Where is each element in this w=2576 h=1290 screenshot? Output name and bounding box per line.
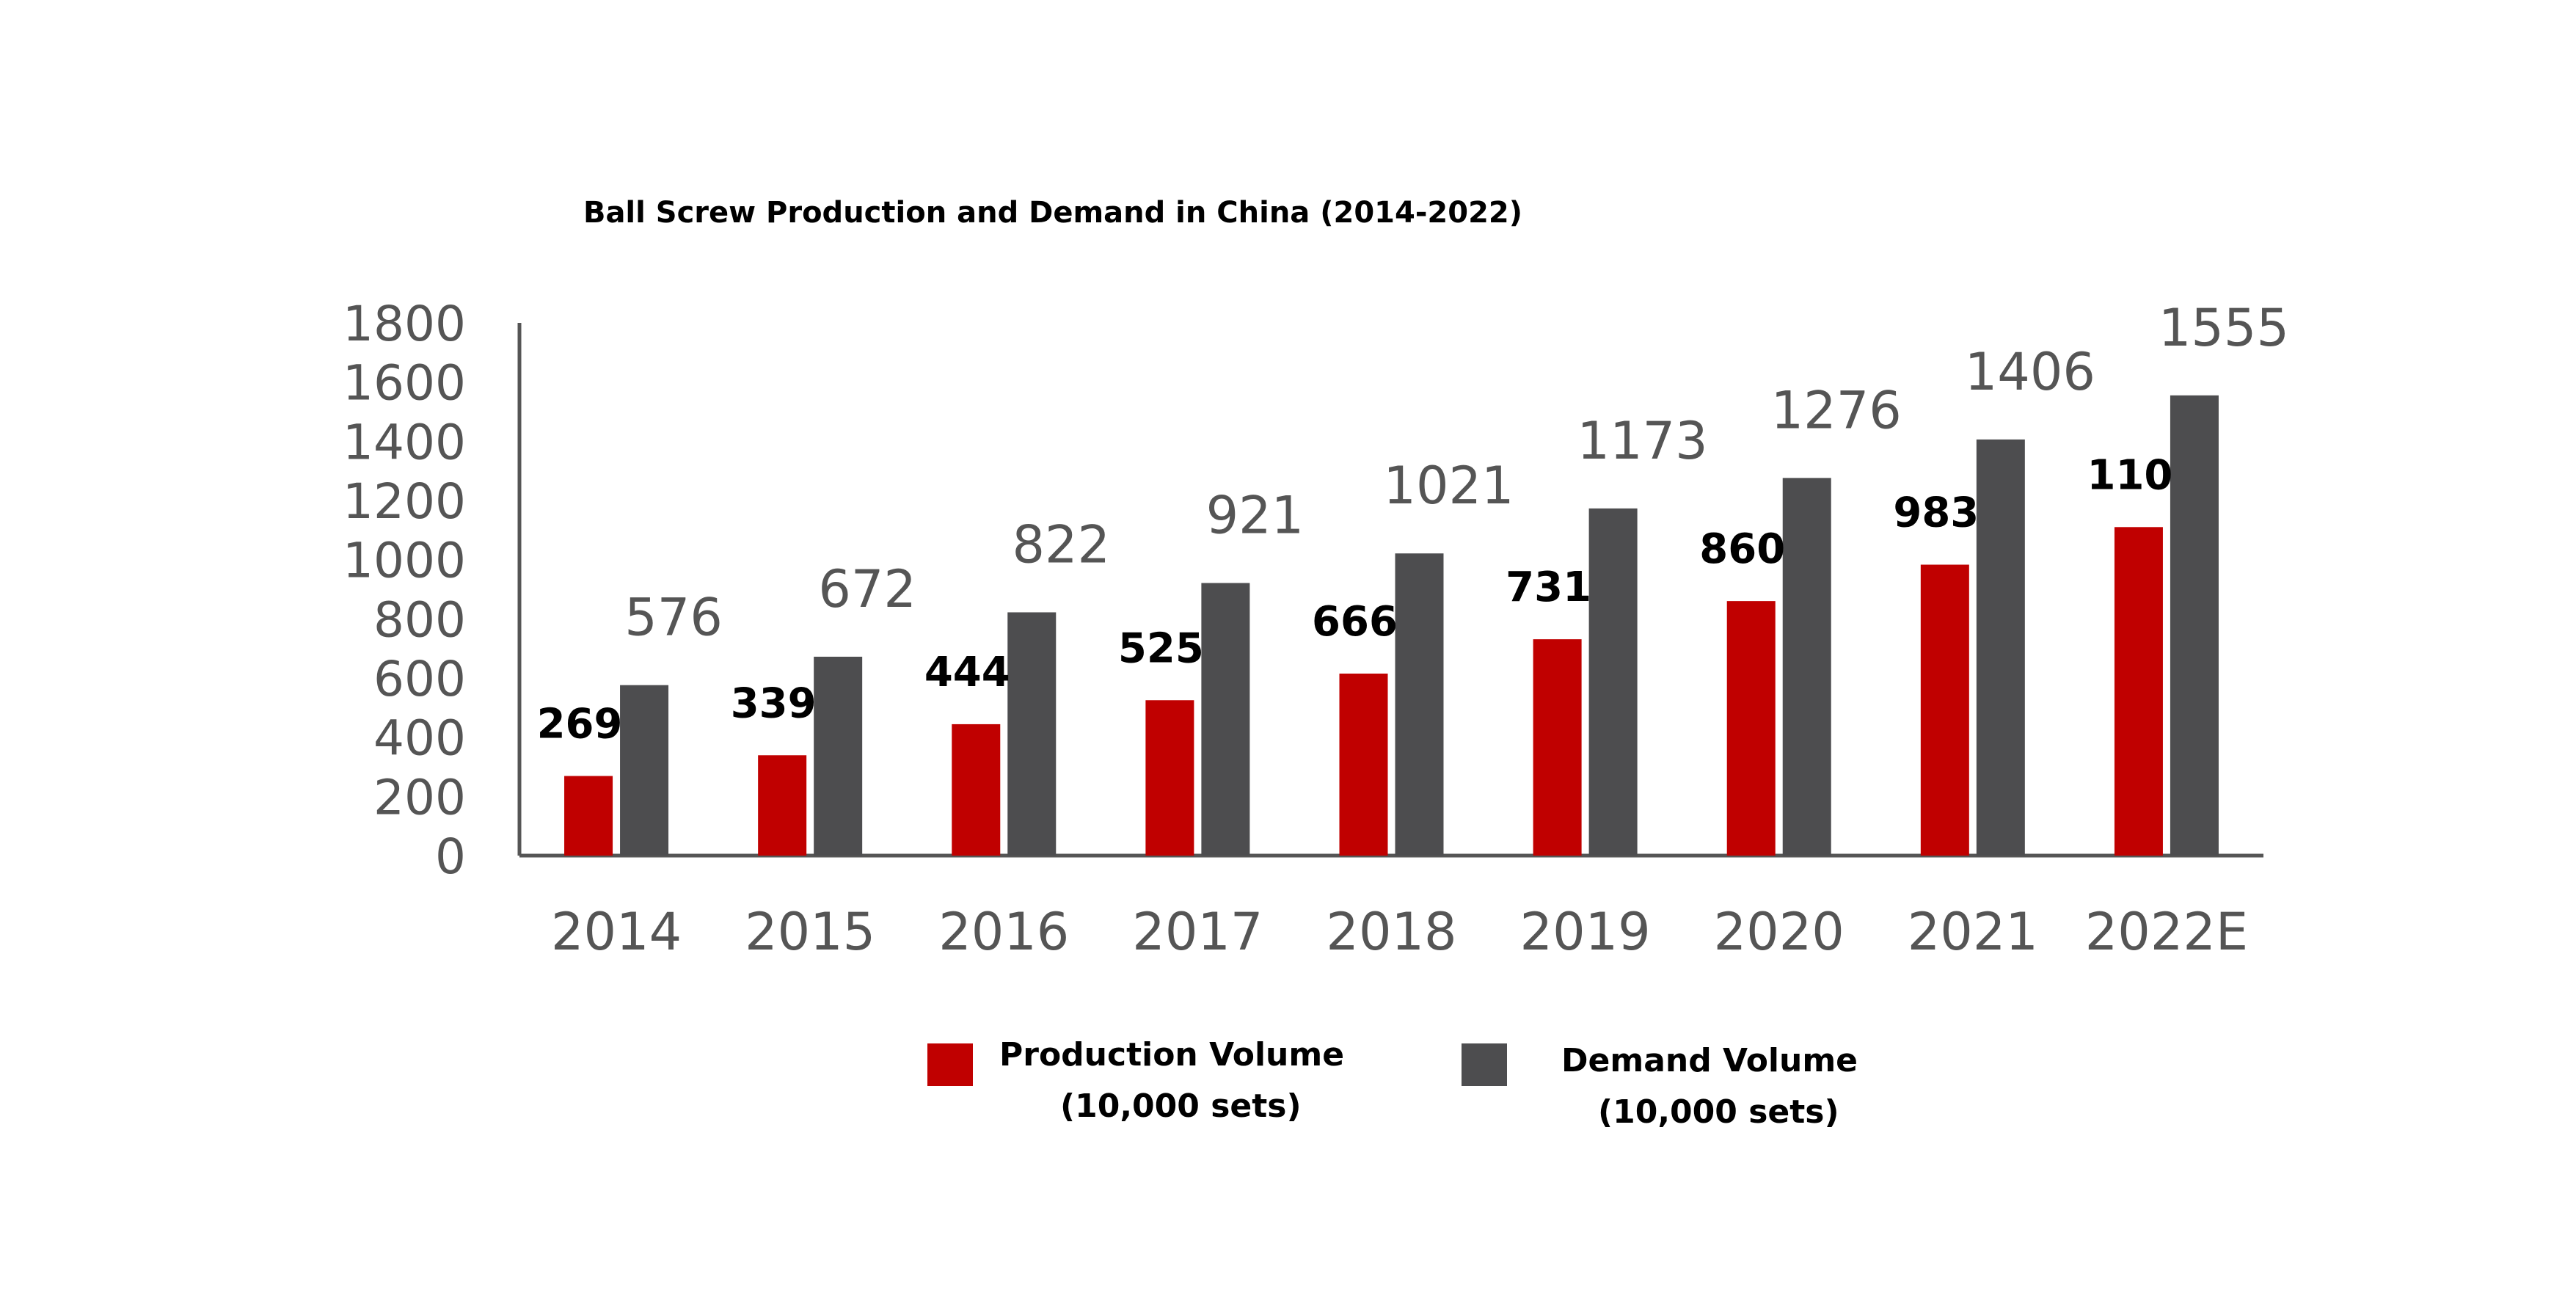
x-tick-label: 2015 [745,902,875,962]
x-tick-label: 2018 [1326,902,1456,962]
data-label-demand: 576 [624,588,723,648]
data-label-demand: 1021 [1383,456,1514,516]
bar-demand [1782,478,1831,856]
bar-production [2114,527,2163,856]
data-label-production: 983 [1893,489,1979,537]
data-label-production: 269 [537,701,623,748]
data-label-demand: 822 [1012,514,1110,575]
y-tick-label: 1400 [343,414,466,470]
bar-demand [2170,395,2219,856]
data-label-production: 731 [1506,564,1591,611]
legend: Production Volume (10,000 sets) Demand V… [927,1036,1858,1131]
bar-demand [1976,439,2025,856]
data-label-production: 110 [2087,451,2172,499]
y-tick-label: 1200 [343,473,466,530]
x-tick-label: 2020 [1714,902,1845,962]
legend-swatch-demand [1462,1043,1507,1086]
y-tick-label: 600 [373,651,466,707]
data-label-demand: 1555 [2159,298,2289,358]
x-tick-label: 2016 [938,902,1069,962]
legend-label-demand: Demand Volume [1561,1042,1858,1079]
bar-production [952,724,1001,856]
legend-unit-production: (10,000 sets) [1060,1087,1302,1125]
x-tick-label: 2022E [2085,902,2248,962]
x-tick-label: 2019 [1520,902,1651,962]
y-tick-label: 1600 [343,355,466,412]
y-tick-label: 1800 [343,296,466,352]
data-label-demand: 672 [818,559,916,619]
bar-demand [1395,553,1444,856]
bar-production [758,755,807,856]
legend-unit-demand: (10,000 sets) [1598,1093,1839,1131]
bar-production [1920,564,1969,856]
legend-swatch-production [927,1043,973,1086]
bar-demand [1201,583,1250,856]
y-tick-label: 0 [435,828,466,885]
bar-demand [814,656,863,856]
data-label-demand: 1173 [1577,411,1708,471]
y-tick-label: 1000 [343,533,466,589]
data-label-production: 339 [731,679,817,727]
data-label-demand: 921 [1206,486,1305,546]
bar-production [1145,700,1194,856]
bar-production [1533,639,1582,856]
x-tick-label: 2021 [1908,902,2038,962]
y-tick-label: 400 [373,710,466,767]
y-tick-label: 800 [373,591,466,648]
data-label-production: 666 [1312,598,1398,646]
x-tick-label: 2017 [1132,902,1263,962]
legend-label-production: Production Volume [999,1036,1344,1074]
bar-demand [1007,612,1057,856]
bar-demand [1588,508,1638,856]
data-label-production: 525 [1118,624,1204,672]
y-tick-label: 200 [373,769,466,826]
bars [564,395,2219,856]
bar-production [1339,673,1388,856]
data-label-production: 860 [1699,525,1785,573]
bar-demand [620,685,669,856]
data-label-production: 444 [924,649,1010,696]
bar-production [1726,601,1776,856]
bar-production [564,776,613,856]
data-label-demand: 1276 [1771,380,1902,440]
x-tick-label: 2014 [551,902,682,962]
data-label-demand: 1406 [1965,342,2095,402]
chart-title: Ball Screw Production and Demand in Chin… [583,196,1522,230]
x-axis: 2014 2015 2016 2017 2018 2019 2020 2021 2022E [519,853,2263,962]
